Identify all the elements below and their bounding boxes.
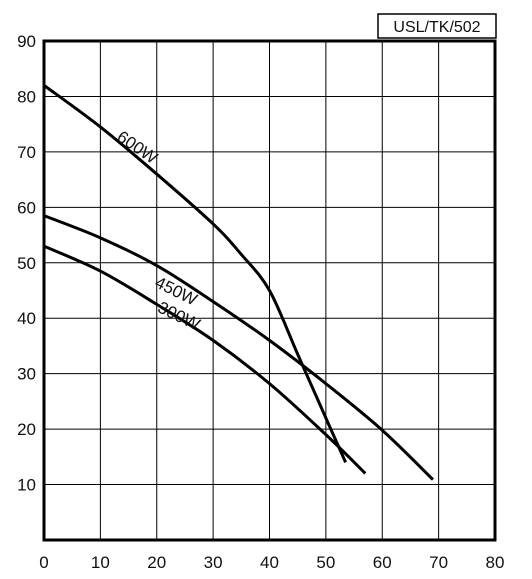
y-tick-label-90: 90 (17, 32, 36, 51)
code-box-frame (377, 13, 497, 39)
y-tick-label-10: 10 (17, 476, 36, 495)
series-label-600W: 600W (114, 127, 161, 168)
x-tick-label-80: 80 (486, 553, 505, 572)
x-tick-label-10: 10 (91, 553, 110, 572)
code-box: USL/TK/502 (377, 13, 497, 39)
y-tick-label-30: 30 (17, 365, 36, 384)
curve-300W (43, 244, 367, 475)
y-tick-labels: 10 20 30 40 50 60 70 80 90 (17, 32, 36, 495)
code-label: USL/TK/502 (393, 19, 480, 36)
x-tick-label-20: 20 (147, 553, 166, 572)
curve-450W (43, 214, 435, 481)
x-tick-label-70: 70 (429, 553, 448, 572)
curve-600W (43, 84, 347, 463)
y-tick-label-80: 80 (17, 87, 36, 106)
x-tick-labels: 0 10 20 30 40 50 60 70 80 (39, 553, 504, 572)
x-tick-label-30: 30 (204, 553, 223, 572)
series-label-300W: 300W (155, 298, 203, 335)
curves-group (43, 84, 435, 481)
grid-lines (44, 41, 495, 540)
x-tick-label-40: 40 (260, 553, 279, 572)
x-tick-label-50: 50 (316, 553, 335, 572)
plot-frame (42, 39, 497, 542)
y-tick-label-40: 40 (17, 309, 36, 328)
x-tick-label-60: 60 (373, 553, 392, 572)
y-tick-label-50: 50 (17, 254, 36, 273)
x-tick-label-0: 0 (39, 553, 48, 572)
y-tick-label-70: 70 (17, 143, 36, 162)
y-tick-label-60: 60 (17, 198, 36, 217)
y-tick-label-20: 20 (17, 420, 36, 439)
